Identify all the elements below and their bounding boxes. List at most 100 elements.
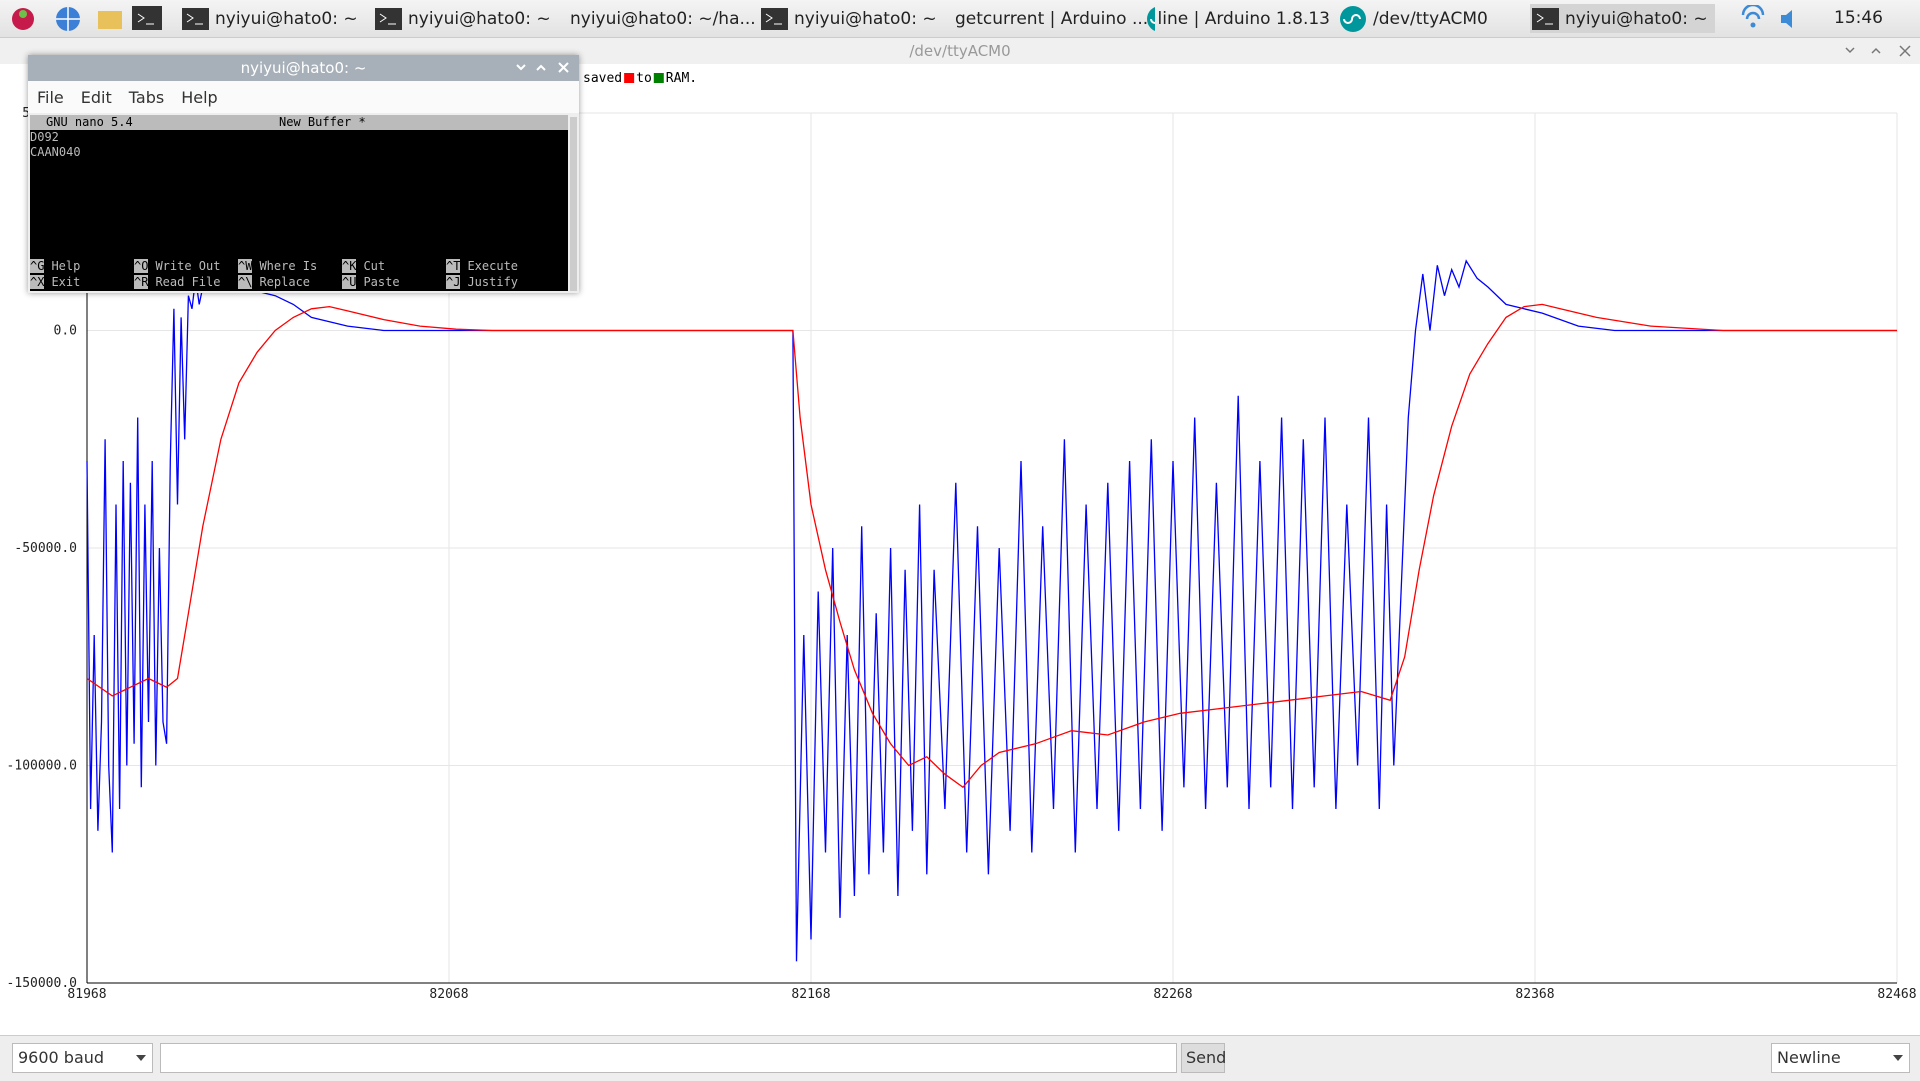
task-icon — [1340, 5, 1366, 32]
shortcut-label: Execute — [467, 259, 519, 273]
launcher-icons — [12, 7, 122, 31]
shortcut-label: Write Out — [155, 259, 221, 273]
shortcut-key: ^X — [30, 275, 45, 289]
task-item[interactable]: nyiyui@hato0: ~ — [1530, 4, 1715, 33]
shortcut: ^O Write Out — [134, 259, 220, 273]
shortcut: ^G Help — [30, 259, 80, 273]
baud-select[interactable]: 9600 baud — [12, 1043, 153, 1073]
shortcut-label: Replace — [259, 275, 311, 289]
icon-glyph — [186, 13, 203, 24]
nano-buffer: New Buffer * — [279, 115, 366, 129]
task-icon — [375, 7, 402, 30]
icon-glyph — [1343, 13, 1361, 24]
task-item[interactable]: nyiyui@hato0: ~ — [373, 4, 558, 33]
menu-item[interactable]: Help — [181, 87, 218, 107]
serial-input[interactable] — [160, 1043, 1177, 1073]
icon-bg — [182, 7, 209, 30]
line-ending: Newline — [1777, 1048, 1841, 1067]
legend-label: saved — [583, 71, 622, 86]
task-label: nyiyui@hato0: ~ — [794, 8, 937, 29]
task-item[interactable]: getcurrent | Arduino ... — [952, 4, 1148, 33]
shortcut-key: ^J — [446, 275, 461, 289]
shortcut-label: Paste — [363, 275, 400, 289]
task-item[interactable]: nyiyui@hato0: ~ — [759, 4, 944, 33]
icon-bg — [375, 7, 402, 30]
shortcut-key: ^G — [30, 259, 45, 273]
window-title-text: /dev/ttyACM0 — [909, 42, 1011, 60]
baud: 9600 baud — [18, 1048, 105, 1067]
legend-label: RAM. — [666, 71, 697, 86]
shortcut-key: ^U — [342, 275, 357, 289]
nano-window: nyiyui@hato0: ~ File Edit Tabs Help GNU nan… — [28, 55, 579, 293]
shortcut-label: Read File — [155, 275, 221, 289]
y-tick-label: -150000.0 — [7, 976, 77, 991]
buffer-line: CAAN040 — [30, 145, 81, 159]
nano-titlebar: nyiyui@hato0: ~ — [28, 55, 579, 81]
icon-glyph — [379, 13, 396, 24]
task-label: /dev/ttyACM0 — [1373, 8, 1488, 29]
shortcut: ^W Where Is — [238, 259, 317, 273]
task-label: nyiyui@hato0: ~ — [408, 8, 551, 29]
x-tick-label: 81968 — [67, 987, 106, 1002]
x-tick-label: 82168 — [791, 987, 830, 1002]
x-tick-label: 82368 — [1515, 987, 1554, 1002]
icon-glyph — [765, 13, 782, 24]
shortcut-key: ^T — [446, 259, 461, 273]
icon-glyph — [1150, 18, 1155, 24]
shortcut-label: Where Is — [259, 259, 318, 273]
menu-item[interactable]: File — [37, 87, 64, 107]
terminal: GNU nano 5.4 New Buffer * D092 CAAN040 ^G H… — [30, 115, 568, 291]
send-button[interactable]: Send — [1181, 1043, 1226, 1073]
shortcut: ^X Exit — [30, 275, 80, 289]
icon-bg — [1532, 7, 1559, 30]
nano-version: GNU nano 5.4 — [46, 115, 133, 129]
y-tick-label: 0.0 — [54, 324, 77, 339]
x-tick-label: 82468 — [1877, 987, 1916, 1002]
shortcut-key: ^R — [134, 275, 149, 289]
terminal-icon[interactable] — [132, 6, 162, 32]
task-icon — [182, 7, 209, 30]
shortcut-key: ^W — [238, 259, 253, 273]
task-item[interactable]: nyiyui@hato0: ~/ha... — [567, 4, 756, 33]
task-icon — [1147, 6, 1155, 31]
shortcut: ^R Read File — [134, 275, 220, 289]
taskbar: 15:46 nyiyui@hato0: ~ nyiyui@hato0: ~ nyiy… — [0, 0, 1920, 38]
shortcut-key: ^K — [342, 259, 357, 273]
nano-title: nyiyui@hato0: ~ — [240, 59, 367, 77]
shortcut: ^J Justify — [446, 275, 518, 289]
task-icon — [1532, 7, 1559, 30]
shortcut-key: ^\ — [238, 275, 253, 289]
task-label: nyiyui@hato0: ~/ha... — [570, 8, 756, 29]
shortcut-label: Exit — [51, 275, 81, 289]
y-tick-label: -50000.0 — [14, 541, 77, 556]
task-item[interactable]: /dev/ttyACM0 — [1338, 4, 1523, 33]
nano-menu: File Edit Tabs Help — [28, 81, 579, 113]
task-label: line | Arduino 1.8.13 — [1157, 8, 1330, 29]
task-label: getcurrent | Arduino ... — [955, 8, 1149, 29]
legend-swatch — [624, 73, 635, 83]
series-line — [86, 259, 1897, 962]
shortcut-key: ^O — [134, 259, 149, 273]
task-item[interactable]: nyiyui@hato0: ~ — [180, 4, 365, 33]
series-line — [86, 303, 1897, 789]
buffer-lines: D092 CAAN040 — [30, 130, 568, 160]
task-label: nyiyui@hato0: ~ — [215, 8, 358, 29]
menu-item[interactable]: Edit — [80, 87, 112, 107]
legend-swatch — [653, 73, 664, 83]
task-item[interactable]: line | Arduino 1.8.13 — [1145, 4, 1330, 33]
menu-item[interactable]: Tabs — [128, 87, 165, 107]
x-tick-label: 82068 — [429, 987, 468, 1002]
shortcut-label: Help — [51, 259, 81, 273]
footer: 9600 baud Send Newline — [0, 1035, 1920, 1081]
y-tick-label: -100000.0 — [7, 759, 77, 774]
scrollbar — [570, 117, 577, 291]
shortcut: ^T Execute — [446, 259, 518, 273]
line-ending-select[interactable]: Newline — [1771, 1043, 1910, 1073]
x-tick-label: 82268 — [1153, 987, 1192, 1002]
nano-buttons[interactable] — [515, 62, 573, 74]
legend-label: to — [636, 71, 652, 86]
shortcut: ^U Paste — [342, 275, 400, 289]
window-buttons[interactable] — [1842, 44, 1912, 58]
shortcut-label: Cut — [363, 259, 386, 273]
